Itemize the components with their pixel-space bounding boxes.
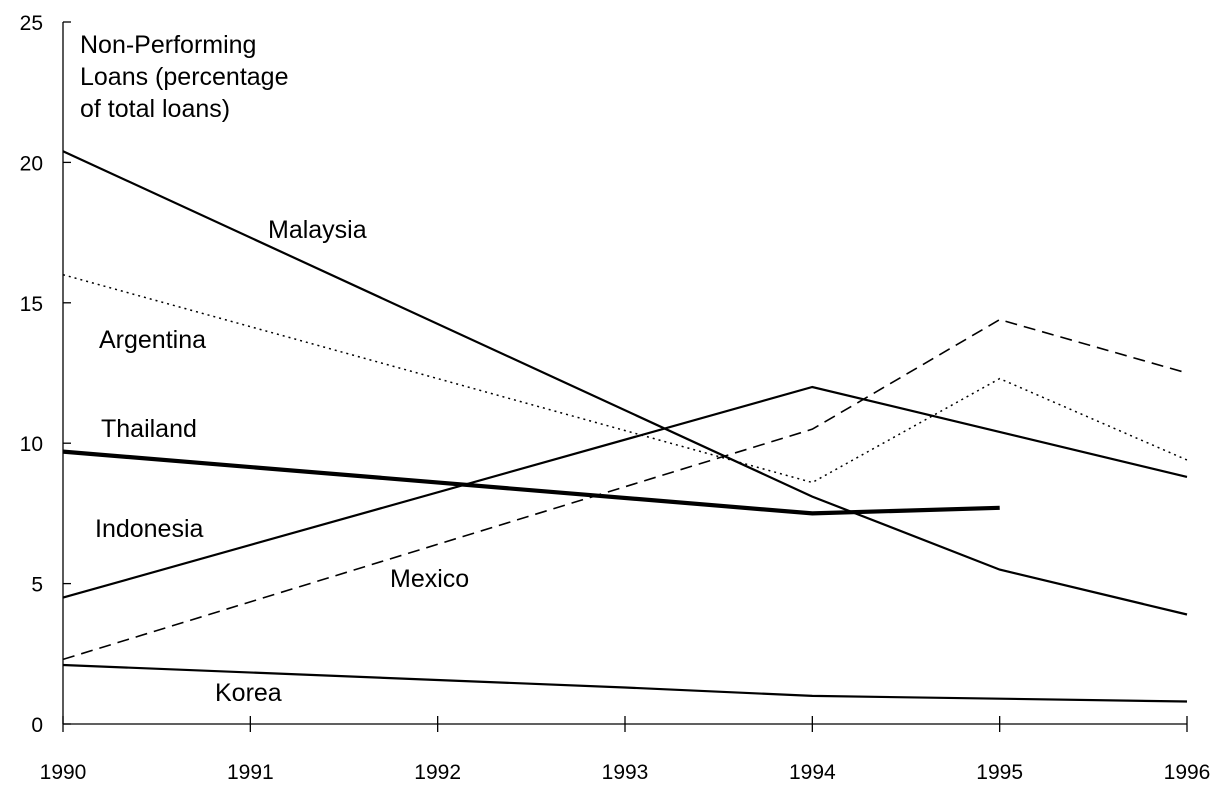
y-axis-label-line-3: of total loans) (80, 95, 230, 123)
y-axis-label-line-2: Loans (percentage (80, 63, 288, 91)
series-labels: Malaysia Argentina Thailand Indonesia Mexico… (95, 216, 469, 707)
series-lines (62, 150, 1188, 703)
y-tick-label: 0 (31, 714, 43, 737)
series-label-indonesia: Indonesia (95, 515, 204, 543)
x-tick-label: 1990 (40, 761, 87, 784)
series-label-malaysia: Malaysia (268, 216, 367, 244)
series-label-thailand: Thailand (101, 415, 197, 443)
series-line-malaysia (62, 150, 1188, 616)
series-line-korea (62, 663, 1188, 703)
x-tick-label: 1995 (976, 761, 1023, 784)
series-label-korea: Korea (215, 679, 282, 707)
y-tick-label: 25 (20, 12, 43, 35)
series-label-mexico: Mexico (390, 565, 469, 593)
y-tick-label: 20 (20, 152, 43, 175)
series-label-argentina: Argentina (99, 326, 206, 354)
series-line-argentina (62, 273, 1188, 484)
y-tick-label: 10 (20, 433, 43, 456)
x-tick-label: 1991 (227, 761, 274, 784)
y-tick-label: 5 (31, 574, 43, 597)
series-line-thailand (62, 449, 1000, 516)
x-tick-label: 1994 (789, 761, 836, 784)
x-tick-label: 1996 (1164, 761, 1211, 784)
x-tick-label: 1992 (414, 761, 461, 784)
series-line-indonesia (62, 385, 1188, 599)
series-line-mexico (62, 318, 1188, 661)
x-tick-label: 1993 (602, 761, 649, 784)
y-axis-label-line-1: Non-Performing (80, 31, 256, 59)
axes: 0 5 10 15 20 25 1990 1991 1992 1993 1994 1995 1996 (20, 12, 1211, 784)
y-tick-label: 15 (20, 293, 43, 316)
